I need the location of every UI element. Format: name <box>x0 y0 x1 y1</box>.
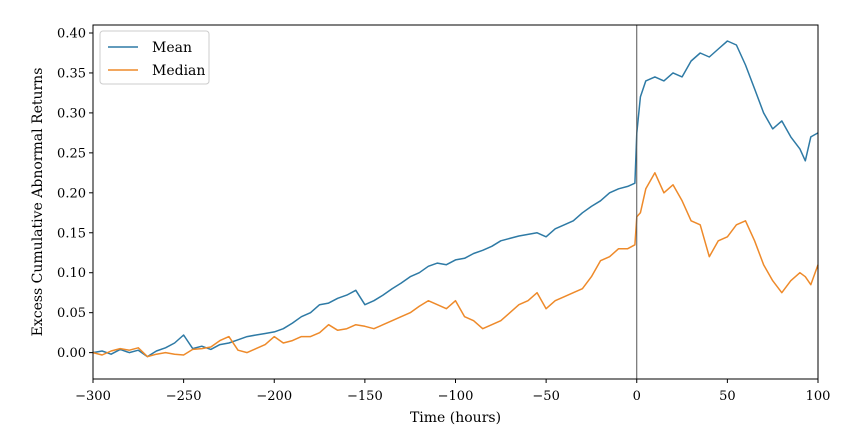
y-tick-label: 0.05 <box>57 306 86 321</box>
y-tick-label: 0.40 <box>57 26 86 41</box>
x-tick-label: 100 <box>806 389 831 404</box>
series-line-median <box>92 172 819 358</box>
x-tick-label: −150 <box>347 389 383 404</box>
plot-lines <box>92 40 819 358</box>
x-tick-label: −300 <box>75 389 111 404</box>
legend-label-mean: Mean <box>152 40 192 56</box>
plot-frame <box>92 24 819 380</box>
y-tick-label: 0.25 <box>57 146 86 161</box>
x-tick-label: −50 <box>532 389 559 404</box>
legend-label-median: Median <box>152 63 205 79</box>
y-axis-label: Excess Cumulative Abnormal Returns <box>30 68 46 337</box>
y-tick-label: 0.30 <box>57 106 86 121</box>
x-tick-label: −100 <box>438 389 474 404</box>
y-tick-label: 0.10 <box>57 266 86 281</box>
series-line-mean <box>92 40 819 358</box>
y-tick-label: 0.00 <box>57 346 86 361</box>
y-tick-label: 0.20 <box>57 186 86 201</box>
x-tick-label: −200 <box>256 389 292 404</box>
x-axis-ticks: −300 −250 −200 −150 −100 −50 0 50 100 <box>75 379 830 404</box>
y-tick-label: 0.15 <box>57 226 86 241</box>
x-tick-label: 50 <box>719 389 736 404</box>
y-tick-label: 0.35 <box>57 66 86 81</box>
x-tick-label: −250 <box>166 389 202 404</box>
x-tick-label: 0 <box>633 389 641 404</box>
legend: Mean Median <box>99 30 210 85</box>
y-axis-ticks: 0.00 0.05 0.10 0.15 0.20 0.25 0.30 0.35 0.40 <box>57 26 93 361</box>
x-axis-label: Time (hours) <box>410 410 501 426</box>
